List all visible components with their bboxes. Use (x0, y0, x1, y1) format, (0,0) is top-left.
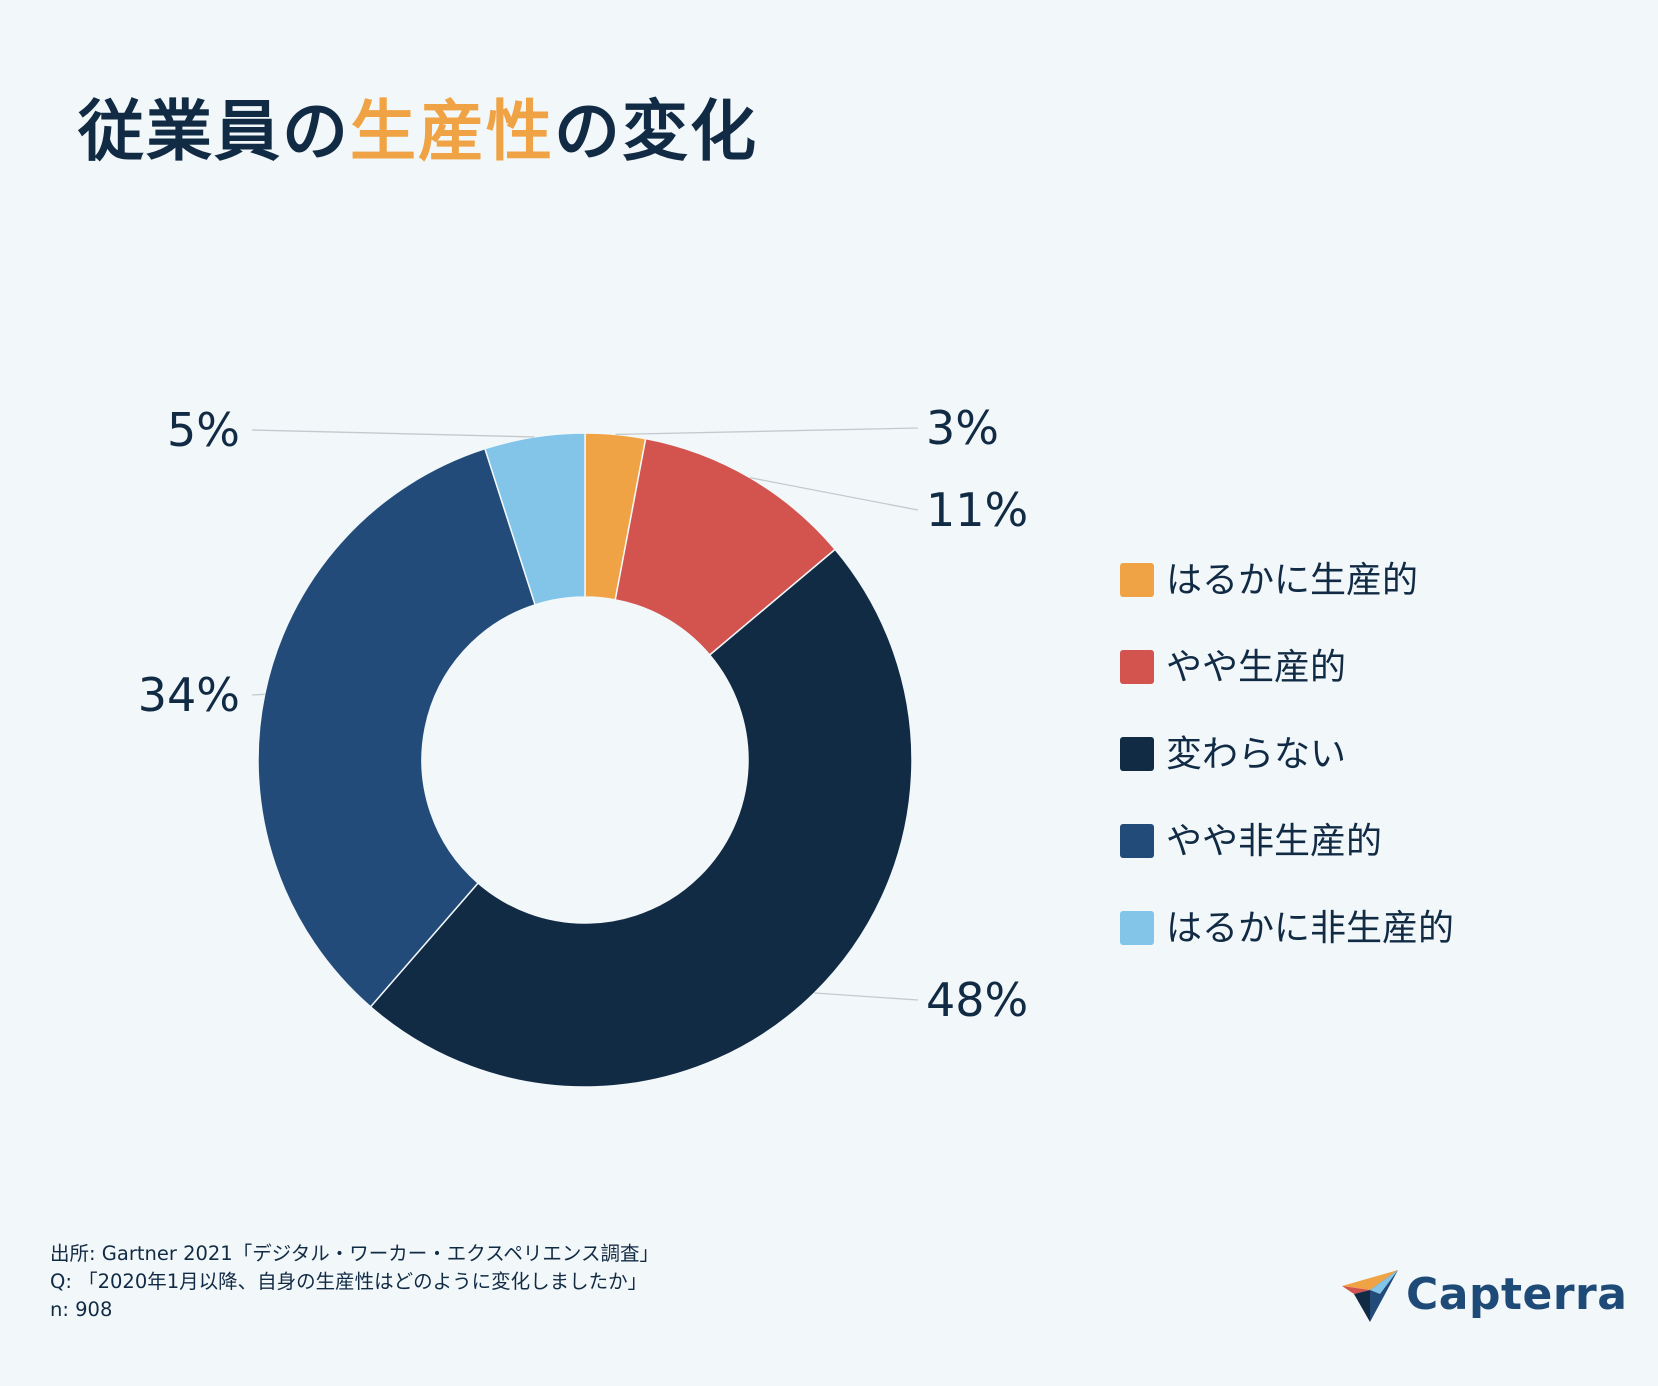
slice-very-unproductive (483, 432, 586, 606)
title-highlight: 生産性 (350, 93, 554, 170)
pct-label-very-productive: 3% (926, 401, 999, 455)
pct-label-somewhat-unproductive: 34% (138, 668, 240, 722)
legend-swatch (1120, 911, 1154, 945)
logo-text: Capterra (1406, 1268, 1628, 1320)
source-line-3: n: 908 (50, 1298, 113, 1321)
capterra-arrow-icon (1342, 1270, 1398, 1322)
legend-swatch (1120, 563, 1154, 597)
pct-label-somewhat-productive: 11% (926, 483, 1028, 537)
legend-item-somewhat-productive: やや生産的 (1120, 647, 1454, 734)
legend-label: 変わらない (1166, 734, 1347, 775)
legend-label: はるかに生産的 (1166, 560, 1419, 601)
chart-title: 従業員の生産性の変化 (78, 78, 758, 174)
legend-swatch (1120, 650, 1154, 684)
source-line-1: 出所: Gartner 2021「デジタル・ワーカー・エクスペリエンス調査」 (50, 1242, 659, 1265)
pct-label-very-unproductive: 5% (167, 403, 240, 457)
legend-item-somewhat-unproductive: やや非生産的 (1120, 821, 1454, 908)
donut-slices (257, 432, 913, 1088)
source-line-2: Q: 「2020年1月以降、自身の生産性はどのように変化しましたか」 (50, 1270, 648, 1293)
leader-line-no-change (814, 992, 919, 1001)
legend: はるかに生産的 やや生産的変わらないやや非生産的はるかに非生産的 (1120, 560, 1454, 995)
leader-line-very-productive (615, 427, 919, 436)
label-leader-lines (251, 427, 919, 1001)
legend-label: やや生産的 (1166, 647, 1347, 688)
title-part2: の変化 (554, 93, 758, 170)
legend-item-very-unproductive: はるかに非生産的 (1120, 908, 1454, 995)
percent-labels: 3% 11% 48% 34% 5% (138, 401, 1029, 1027)
legend-item-very-productive: はるかに生産的 (1120, 560, 1454, 647)
leader-line-somewhat-unproductive (251, 693, 265, 696)
legend-swatch (1120, 737, 1154, 771)
legend-label: やや非生産的 (1166, 821, 1383, 862)
pct-label-no-change: 48% (926, 973, 1028, 1027)
capterra-logo: Capterra (1340, 1264, 1627, 1324)
slice-somewhat-unproductive (257, 447, 537, 1008)
legend-item-no-change: 変わらない (1120, 734, 1454, 821)
slice-no-change (369, 548, 913, 1088)
legend-label: はるかに非生産的 (1166, 908, 1455, 949)
source-note: 出所: Gartner 2021「デジタル・ワーカー・エクスペリエンス調査」 Q… (50, 1240, 659, 1324)
leader-line-somewhat-productive (749, 477, 919, 511)
leader-line-very-unproductive (251, 429, 535, 438)
title-part1: 従業員の (78, 93, 350, 170)
legend-swatch (1120, 824, 1154, 858)
